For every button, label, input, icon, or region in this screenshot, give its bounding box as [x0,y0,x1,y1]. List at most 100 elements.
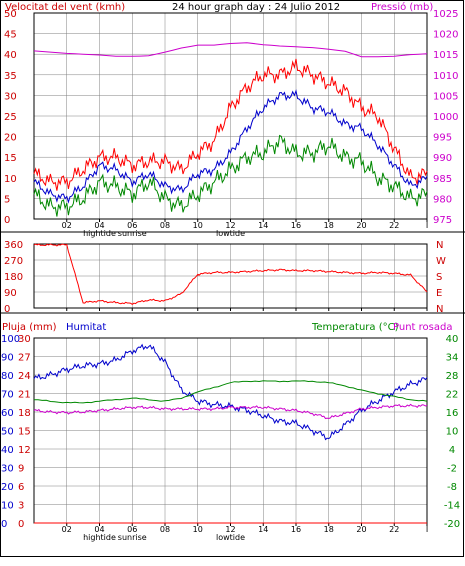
pressure-y-tick-label: 1000 [433,112,458,123]
rain-y-tick-label: 21 [18,390,31,401]
wind-x-tick-label: I [426,221,428,230]
wind-y-tick-label: 45 [4,30,17,41]
temp-y-tick-label: -20 [444,519,460,530]
rain-y-tick-label: 3 [18,501,24,512]
wind-y-tick-label: 5 [4,194,10,205]
dewpoint-header: Punt rosada [393,322,452,333]
pressure-y-tick-label: 1005 [433,91,458,102]
rain-y-tick-label: 9 [18,464,24,475]
temp-y-tick-label: 22 [446,390,459,401]
temp-y-tick-label: 4 [449,445,455,456]
pressure-y-tick-label: 1010 [433,71,458,82]
rain-y-tick-label: 15 [18,427,31,438]
dir-compass-label: N [436,240,443,251]
temp-y-tick-label: 34 [446,353,459,364]
humidity-y-tick-label: 90 [1,353,14,364]
dir-y-tick-label: 360 [4,240,23,251]
wind-y-tick-label: 35 [4,71,17,82]
pressure-y-tick-label: 980 [433,194,452,205]
humidity-y-tick-label: 20 [1,482,14,493]
temp-y-tick-label: 40 [446,334,459,345]
dir-y-tick-label: 0 [4,304,10,315]
humidity-y-tick-label: 30 [1,464,14,475]
wind-y-tick-label: 30 [4,91,17,102]
bottom-x-tick-label: 06 [127,525,137,534]
graph-date-title: 24 hour graph day : 24 Julio 2012 [172,2,340,13]
pressure-y-tick-label: 1020 [433,30,458,41]
wind-x-tick-label: 18 [324,221,334,230]
wind-x-annotation: sunrise [118,229,147,238]
humidity-y-tick-label: 80 [1,371,14,382]
wind-y-tick-label: 15 [4,153,17,164]
wind-x-tick-label: 16 [291,221,301,230]
wind-x-tick-label: 20 [356,221,366,230]
wind-x-tick-label: 06 [127,221,137,230]
humidity-header: Humitat [66,322,106,333]
wind-direction-panel: 360 N 270 W 180 S 90 E 0 N [4,240,446,315]
wind-x-tick-label: 14 [258,221,268,230]
wind-y-tick-label: 10 [4,174,17,185]
bottom-x-tick-label: 18 [324,525,334,534]
pressure-header: Pressió (mb) [371,1,433,13]
dir-compass-label: S [436,272,442,283]
wind-y-tick-label: 50 [4,9,17,20]
humidity-y-tick-label: 10 [1,501,14,512]
wind-speed-line [33,89,428,204]
wind-average-line [33,134,428,217]
wind-x-tick-label: 22 [389,221,399,230]
wind-plot-frame [33,12,428,220]
wind-y-tick-label: 40 [4,50,17,61]
dir-compass-label: W [436,256,446,267]
bottom-x-tick-label: 20 [356,525,366,534]
bottom-x-annotation: lowtide [216,533,245,542]
wind-speed-header: Velocitat del vent (kmh) [5,2,125,13]
dir-compass-label: E [436,288,442,299]
dir-y-tick-label: 90 [4,288,17,299]
bottom-x-tick-label: 08 [160,525,170,534]
dewpoint-line [33,403,428,420]
rain-y-tick-label: 6 [18,482,24,493]
temp-y-tick-label: -8 [447,482,457,493]
wind-x-annotation: hightide [83,229,116,238]
rain-y-tick-label: 18 [18,408,31,419]
dir-y-tick-label: 180 [4,272,23,283]
wind-gust-line [33,58,428,191]
bottom-x-tick-label: 10 [193,525,203,534]
humidity-y-tick-label: 60 [1,408,14,419]
bottom-x-annotation: hightide [83,533,116,542]
rain-y-tick-label: 27 [18,353,31,364]
pressure-y-tick-label: 985 [433,174,452,185]
humidity-y-tick-label: 50 [1,427,14,438]
rain-y-tick-label: 30 [18,334,31,345]
bottom-x-tick-label: I [426,525,428,534]
rain-y-tick-label: 24 [18,371,31,382]
pressure-line [33,42,428,58]
bottom-x-tick-label: 14 [258,525,268,534]
temp-y-tick-label: 10 [446,427,459,438]
wind-x-tick-label: 04 [94,221,104,230]
humidity-line [33,343,428,441]
humidity-y-tick-label: 100 [1,334,20,345]
temp-y-tick-label: -2 [447,464,457,475]
temp-y-tick-label: -14 [444,501,460,512]
rain-header: Pluja (mm) [2,322,57,333]
bottom-x-tick-label: 02 [62,525,72,534]
humidity-y-tick-label: 0 [1,519,7,530]
wind-x-tick-label: 12 [225,221,235,230]
bottom-x-tick-label: 16 [291,525,301,534]
rain-y-tick-label: 12 [18,445,31,456]
wind-x-annotation: lowtide [216,229,245,238]
dir-y-tick-label: 270 [4,256,23,267]
bottom-x-annotation: sunrise [118,533,147,542]
pressure-y-tick-label: 990 [433,153,452,164]
bottom-x-tick-label: 22 [389,525,399,534]
pressure-y-tick-label: 975 [433,215,452,226]
wind-x-tick-label: 08 [160,221,170,230]
bottom-x-tick-label: 12 [225,525,235,534]
humidity-y-tick-label: 70 [1,390,14,401]
bottom-x-tick-label: 04 [94,525,104,534]
